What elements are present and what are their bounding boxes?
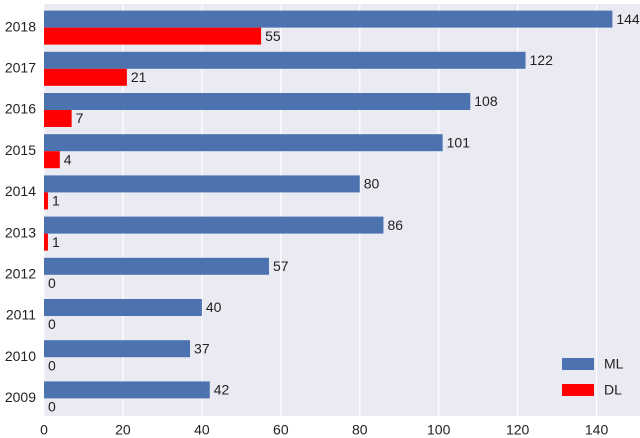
bar [44, 68, 127, 86]
value-label: 42 [214, 382, 230, 398]
legend-swatch [562, 358, 594, 370]
value-label: 4 [64, 151, 72, 167]
value-label: 40 [206, 299, 222, 315]
value-label: 7 [76, 110, 84, 126]
y-tick-label: 2016 [5, 101, 36, 117]
bar [44, 51, 526, 69]
bar [44, 257, 269, 275]
value-label: 122 [530, 52, 554, 68]
y-tick-label: 2018 [5, 18, 36, 34]
y-tick-label: 2011 [6, 307, 36, 323]
bar [44, 192, 48, 210]
bar [44, 110, 72, 127]
value-label: 0 [48, 399, 56, 415]
value-label: 55 [265, 28, 281, 44]
x-tick-label: 100 [427, 422, 451, 438]
value-label: 101 [447, 134, 471, 150]
x-tick-label: 0 [40, 422, 48, 438]
y-tick-label: 2009 [5, 389, 36, 405]
bar [44, 134, 443, 152]
value-label: 21 [131, 69, 147, 85]
bar [44, 299, 202, 316]
y-tick-label: 2014 [5, 183, 36, 199]
value-label: 0 [48, 275, 56, 291]
x-tick-label: 60 [273, 422, 289, 438]
bar [44, 216, 384, 234]
x-tick-label: 120 [506, 422, 530, 438]
y-tick-label: 2017 [5, 60, 36, 76]
bar [44, 175, 360, 193]
bar [44, 381, 210, 399]
legend-label: ML [604, 356, 624, 372]
value-label: 1 [52, 193, 60, 209]
legend-label: DL [604, 382, 622, 398]
bar [44, 10, 613, 28]
x-tick-label: 40 [194, 422, 210, 438]
bar [44, 233, 48, 251]
legend-swatch [562, 384, 594, 396]
x-tick-label: 140 [585, 422, 609, 438]
value-label: 0 [48, 316, 56, 332]
x-tick-label: 20 [115, 422, 131, 438]
y-tick-label: 2013 [5, 224, 36, 240]
bar [44, 340, 191, 358]
y-tick-label: 2012 [5, 266, 36, 282]
value-label: 80 [364, 176, 380, 192]
y-tick-label: 2010 [5, 348, 36, 364]
value-label: 144 [616, 11, 640, 27]
value-label: 108 [474, 93, 498, 109]
y-tick-label: 2015 [5, 142, 36, 158]
x-tick-label: 80 [352, 422, 368, 438]
value-label: 1 [52, 234, 60, 250]
bar [44, 151, 60, 169]
value-label: 0 [48, 357, 56, 373]
value-label: 57 [273, 258, 289, 274]
value-label: 86 [387, 217, 403, 233]
bar [44, 93, 471, 110]
bar [44, 27, 262, 45]
value-label: 37 [194, 340, 210, 356]
